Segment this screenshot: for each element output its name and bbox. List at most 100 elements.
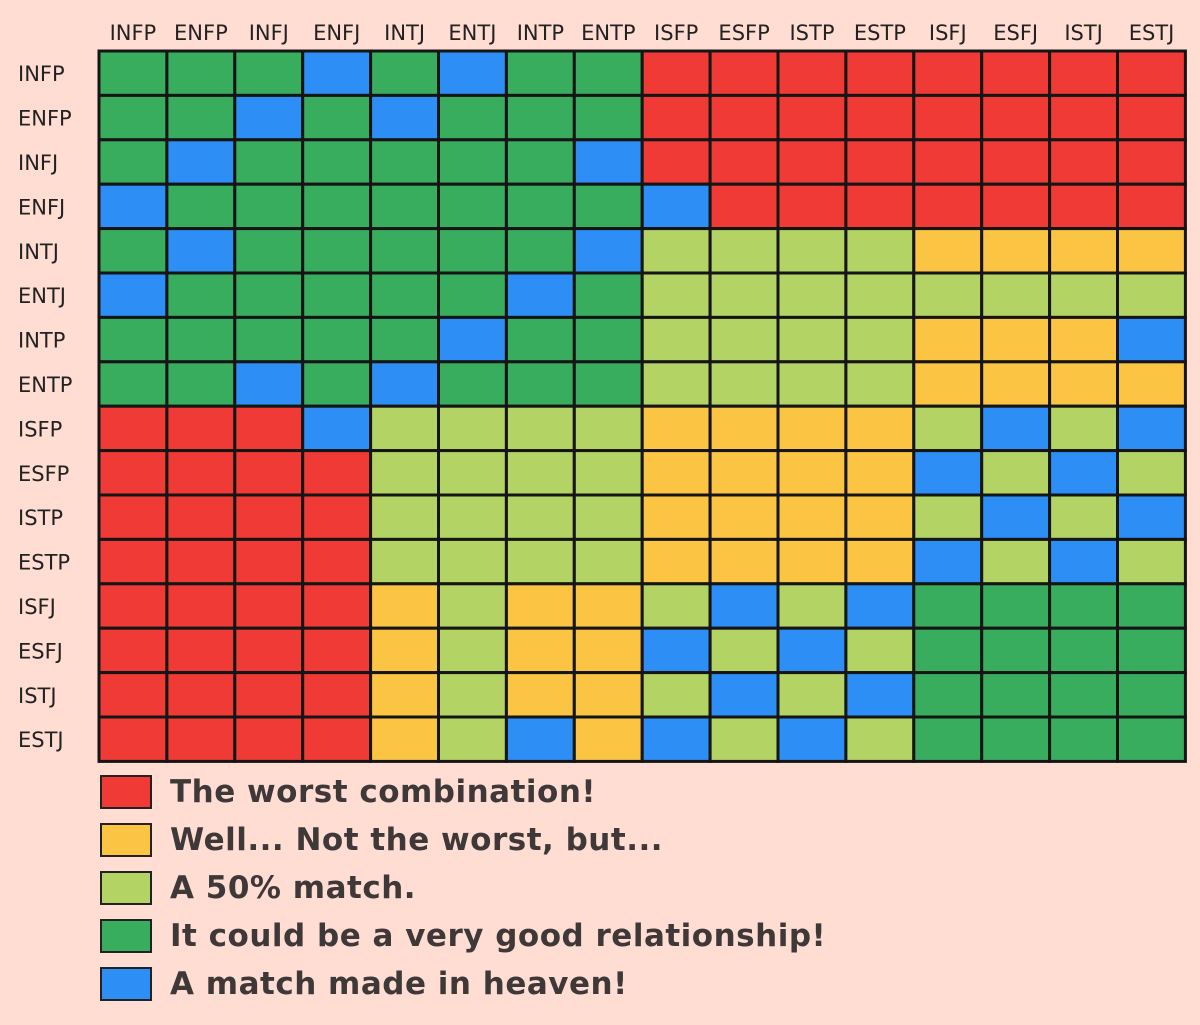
cell-infp-isfj bbox=[912, 49, 984, 97]
cell-entp-intp bbox=[504, 360, 576, 408]
cell-infj-esfp bbox=[708, 138, 780, 186]
row-label-intj: INTJ bbox=[18, 240, 59, 264]
cell-isfj-infp bbox=[97, 582, 169, 630]
cell-intj-entj bbox=[437, 227, 508, 275]
cell-istp-isfj bbox=[912, 493, 984, 541]
cell-estj-intp bbox=[504, 715, 576, 763]
cell-infj-estj bbox=[1116, 138, 1187, 186]
cell-intp-infp bbox=[97, 315, 169, 364]
col-label-istp: ISTP bbox=[789, 21, 834, 45]
cell-infj-isfj bbox=[912, 138, 984, 186]
cell-estp-estp bbox=[844, 537, 916, 586]
cell-isfj-isfp bbox=[640, 582, 712, 630]
cell-infj-entp bbox=[572, 138, 644, 186]
cell-entj-istj bbox=[1048, 271, 1119, 319]
legend-item-heaven: A match made in heaven! bbox=[100, 960, 826, 1008]
cell-enfp-isfj bbox=[912, 93, 984, 142]
row-label-istj: ISTJ bbox=[18, 684, 57, 708]
cell-intp-esfp bbox=[708, 315, 780, 364]
cell-esfj-estp bbox=[844, 626, 916, 675]
cell-estj-esfp bbox=[708, 715, 780, 763]
col-label-enfp: ENFP bbox=[174, 21, 228, 45]
legend-swatch-fifty bbox=[100, 871, 152, 905]
cell-entj-intj bbox=[369, 271, 441, 319]
legend-swatch-very-good bbox=[100, 919, 152, 953]
cell-entp-istj bbox=[1048, 360, 1119, 408]
cell-isfp-estp bbox=[844, 404, 916, 453]
cell-entj-entp bbox=[572, 271, 644, 319]
cell-esfj-isfj bbox=[912, 626, 984, 675]
cell-estj-entj bbox=[437, 715, 508, 763]
cell-istp-intp bbox=[504, 493, 576, 541]
cell-istj-esfp bbox=[708, 671, 780, 719]
cell-entj-estj bbox=[1116, 271, 1187, 319]
cell-estj-enfj bbox=[301, 715, 373, 763]
cell-isfp-intp bbox=[504, 404, 576, 453]
cell-infp-estp bbox=[844, 49, 916, 97]
cell-estj-istj bbox=[1048, 715, 1119, 763]
legend: The worst combination! Well... Not the w… bbox=[100, 768, 826, 1008]
cell-istj-entj bbox=[437, 671, 508, 719]
cell-isfp-estj bbox=[1116, 404, 1187, 453]
cell-isfj-estj bbox=[1116, 582, 1187, 630]
cell-enfp-istj bbox=[1048, 93, 1119, 142]
cell-istj-enfj bbox=[301, 671, 373, 719]
cell-entp-isfp bbox=[640, 360, 712, 408]
cell-estp-istp bbox=[776, 537, 848, 586]
cell-istp-enfj bbox=[301, 493, 373, 541]
cell-esfp-isfj bbox=[912, 449, 984, 497]
cell-enfj-estj bbox=[1116, 182, 1187, 231]
cell-esfp-enfj bbox=[301, 449, 373, 497]
cell-esfp-estj bbox=[1116, 449, 1187, 497]
cell-isfj-infj bbox=[233, 582, 305, 630]
cell-istj-esfj bbox=[980, 671, 1052, 719]
cell-esfj-estj bbox=[1116, 626, 1187, 675]
cell-isfj-istp bbox=[776, 582, 848, 630]
cell-esfp-esfj bbox=[980, 449, 1052, 497]
cell-isfj-enfp bbox=[165, 582, 237, 630]
cell-infj-enfp bbox=[165, 138, 237, 186]
cell-enfj-esfj bbox=[980, 182, 1052, 231]
legend-item-not-worst: Well... Not the worst, but... bbox=[100, 816, 826, 864]
cell-esfj-intp bbox=[504, 626, 576, 675]
cell-entj-intp bbox=[504, 271, 576, 319]
cell-enfj-isfj bbox=[912, 182, 984, 231]
cell-estp-entp bbox=[572, 537, 644, 586]
col-label-intp: INTP bbox=[517, 21, 564, 45]
cell-intp-estp bbox=[844, 315, 916, 364]
cell-isfj-entj bbox=[437, 582, 508, 630]
cell-enfp-estj bbox=[1116, 93, 1187, 142]
cell-enfp-isfp bbox=[640, 93, 712, 142]
cell-infj-isfp bbox=[640, 138, 712, 186]
cell-isfp-entp bbox=[572, 404, 644, 453]
cell-esfj-esfp bbox=[708, 626, 780, 675]
row-label-entj: ENTJ bbox=[18, 284, 66, 308]
cell-esfj-intj bbox=[369, 626, 441, 675]
cell-istp-infp bbox=[97, 493, 169, 541]
cell-estp-infj bbox=[233, 537, 305, 586]
cell-enfj-entp bbox=[572, 182, 644, 231]
cell-enfj-intj bbox=[369, 182, 441, 231]
row-label-esfp: ESFP bbox=[18, 462, 69, 486]
cell-infj-esfj bbox=[980, 138, 1052, 186]
cell-enfj-enfp bbox=[165, 182, 237, 231]
cell-istj-estp bbox=[844, 671, 916, 719]
cell-infp-enfp bbox=[165, 49, 237, 97]
cell-istj-entp bbox=[572, 671, 644, 719]
legend-label-not-worst: Well... Not the worst, but... bbox=[170, 822, 664, 858]
cell-isfj-intp bbox=[504, 582, 576, 630]
cell-infp-intj bbox=[369, 49, 441, 97]
cell-esfj-infj bbox=[233, 626, 305, 675]
cell-istj-intj bbox=[369, 671, 441, 719]
cell-isfp-istp bbox=[776, 404, 848, 453]
cell-intp-isfj bbox=[912, 315, 984, 364]
cell-istp-isfp bbox=[640, 493, 712, 541]
cell-istj-enfp bbox=[165, 671, 237, 719]
cell-esfj-infp bbox=[97, 626, 169, 675]
cell-estp-esfj bbox=[980, 537, 1052, 586]
row-label-intp: INTP bbox=[18, 329, 65, 353]
legend-label-worst: The worst combination! bbox=[170, 774, 597, 810]
cell-intj-intp bbox=[504, 227, 576, 275]
cell-enfp-entj bbox=[437, 93, 508, 142]
cell-entj-infj bbox=[233, 271, 305, 319]
